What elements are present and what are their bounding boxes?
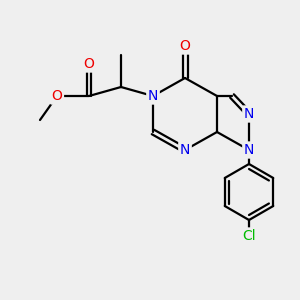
Text: N: N (244, 143, 254, 157)
Text: N: N (148, 89, 158, 103)
Text: O: O (180, 39, 190, 53)
Text: Cl: Cl (242, 229, 256, 243)
Text: O: O (52, 89, 62, 103)
Text: N: N (244, 107, 254, 121)
Text: O: O (84, 57, 94, 71)
Text: N: N (180, 143, 190, 157)
